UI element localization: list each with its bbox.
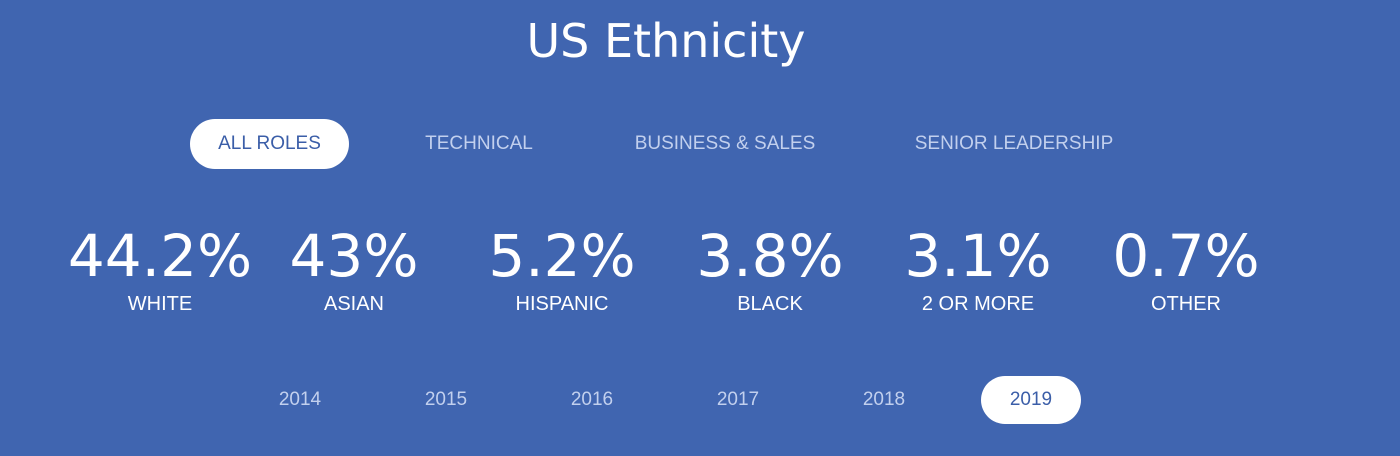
stat-white: 44.2% WHITE xyxy=(50,222,270,316)
stat-label: BLACK xyxy=(737,293,803,315)
stat-value: 3.1% xyxy=(904,222,1052,290)
year-tab-2018[interactable]: 2018 xyxy=(862,389,906,410)
stat-two-or-more: 3.1% 2 OR MORE xyxy=(868,222,1088,316)
tab-technical[interactable]: TECHNICAL xyxy=(425,133,533,154)
page-title: US Ethnicity xyxy=(526,14,806,68)
stat-label: ASIAN xyxy=(323,293,385,315)
stat-value: 43% xyxy=(289,222,419,290)
tab-senior-leadership[interactable]: SENIOR LEADERSHIP xyxy=(914,133,1114,154)
stat-asian: 43% ASIAN xyxy=(244,222,464,316)
stat-label: WHITE xyxy=(127,293,193,315)
stat-black: 3.8% BLACK xyxy=(660,222,880,316)
stat-hispanic: 5.2% HISPANIC xyxy=(452,222,672,316)
stat-label: HISPANIC xyxy=(515,293,609,315)
stat-other: 0.7% OTHER xyxy=(1076,222,1296,316)
stat-value: 0.7% xyxy=(1112,222,1260,290)
tab-all-roles[interactable]: ALL ROLES xyxy=(190,119,349,169)
year-tab-2015[interactable]: 2015 xyxy=(424,389,468,410)
stat-label: OTHER xyxy=(1151,293,1221,315)
year-tabs: 2014 2015 2016 2017 2018 2019 xyxy=(0,376,1400,424)
tab-business-sales[interactable]: BUSINESS & SALES xyxy=(634,133,816,154)
year-tab-2019[interactable]: 2019 xyxy=(981,376,1081,424)
year-tab-2014[interactable]: 2014 xyxy=(278,389,322,410)
role-tabs: ALL ROLES TECHNICAL BUSINESS & SALES SEN… xyxy=(0,119,1400,169)
stat-label: 2 OR MORE xyxy=(921,293,1035,315)
stat-value: 5.2% xyxy=(488,222,636,290)
stat-value: 3.8% xyxy=(696,222,844,290)
year-tab-2016[interactable]: 2016 xyxy=(570,389,614,410)
year-tab-2017[interactable]: 2017 xyxy=(716,389,760,410)
stat-value: 44.2% xyxy=(67,222,253,290)
